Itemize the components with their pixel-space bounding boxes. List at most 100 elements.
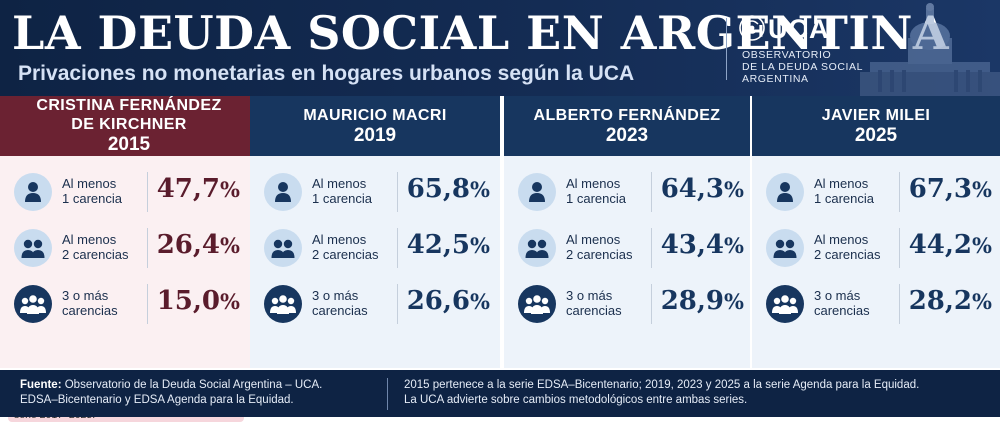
group-icon <box>14 285 52 323</box>
logo-sub-line: OBSERVATORIO <box>742 49 832 61</box>
page-subtitle: Privaciones no monetarias en hogares urb… <box>18 62 635 85</box>
metric-value: 44,2% <box>904 230 992 260</box>
value-number: 44,2 <box>908 230 973 260</box>
metric-row: Al menos 2 carencias 26,4% <box>0 220 258 276</box>
logo-sub-line: ARGENTINA <box>742 73 809 85</box>
column-year: 2019 <box>353 124 397 146</box>
row-divider <box>899 172 900 212</box>
column-header: JAVIER MILEI 2025 <box>752 96 1000 156</box>
metric-label-line: carencias <box>566 303 622 318</box>
metric-value: 65,8% <box>402 174 490 204</box>
metric-label: Al menos 2 carencias <box>814 232 894 262</box>
row-divider <box>147 228 148 268</box>
column-header: ALBERTO FERNÁNDEZ 2023 <box>504 96 750 156</box>
value-unit: % <box>470 177 490 202</box>
metric-row: Al menos 2 carencias 43,4% <box>504 220 750 276</box>
metric-value: 43,4% <box>656 230 744 260</box>
president-column: CRISTINA FERNÁNDEZ DE KIRCHNER 2015 Al meno… <box>0 96 258 422</box>
source-text: Observatorio de la Deuda Social Argentin… <box>64 379 323 391</box>
metric-value: 64,3% <box>656 174 744 204</box>
metric-value: 42,5% <box>402 230 490 260</box>
value-number: 28,9 <box>660 286 725 316</box>
metric-row: 3 o más carencias 28,2% <box>752 276 1000 332</box>
value-unit: % <box>724 289 744 314</box>
metric-label: Al menos 2 carencias <box>566 232 646 262</box>
source-label: Fuente: <box>20 379 62 391</box>
value-unit: % <box>470 289 490 314</box>
metric-label: Al menos 1 carencia <box>312 176 392 206</box>
footer-methodology-note: 2015 pertenece a la serie EDSA–Bicentena… <box>404 378 984 408</box>
metric-label: Al menos 2 carencias <box>62 232 142 262</box>
metric-value: 28,2% <box>904 286 992 316</box>
metric-value: 26,6% <box>402 286 490 316</box>
metric-label-line: 1 carencia <box>814 191 874 206</box>
congress-building-illustration <box>860 3 1000 96</box>
value-number: 26,4 <box>156 230 221 260</box>
column-year: 2023 <box>605 124 649 146</box>
single-person-icon <box>518 173 556 211</box>
row-divider <box>397 228 398 268</box>
metric-label-line: 3 o más <box>814 288 861 303</box>
row-divider <box>899 284 900 324</box>
value-number: 47,7 <box>156 174 221 204</box>
row-divider <box>651 284 652 324</box>
group-icon <box>264 285 302 323</box>
value-number: 43,4 <box>660 230 725 260</box>
metric-row: Al menos 1 carencia 67,3% <box>752 164 1000 220</box>
column-year: 2025 <box>854 124 898 146</box>
value-unit: % <box>724 177 744 202</box>
metric-value: 47,7% <box>152 174 240 204</box>
value-number: 65,8 <box>406 174 471 204</box>
logo-text: UCA <box>768 14 830 44</box>
value-unit: % <box>220 233 240 258</box>
row-divider <box>147 284 148 324</box>
metric-value: 15,0% <box>152 286 240 316</box>
footer-source: Fuente: Observatorio de la Deuda Social … <box>20 378 370 408</box>
row-divider <box>651 228 652 268</box>
president-column: MAURICIO MACRI 2019 Al menos 1 carencia 65,8… <box>250 96 500 368</box>
president-name: DE KIRCHNER <box>71 116 187 133</box>
column-header: CRISTINA FERNÁNDEZ DE KIRCHNER 2015 <box>0 96 258 156</box>
metric-label: 3 o más carencias <box>566 288 646 318</box>
metric-label: 3 o más carencias <box>814 288 894 318</box>
column-header: MAURICIO MACRI 2019 <box>250 96 500 156</box>
metric-row: 3 o más carencias 28,9% <box>504 276 750 332</box>
metric-value: 26,4% <box>152 230 240 260</box>
metric-label-line: 3 o más <box>566 288 613 303</box>
metric-label-line: Al menos <box>62 232 117 247</box>
metric-label-line: 2 carencias <box>62 247 129 262</box>
value-number: 42,5 <box>406 230 471 260</box>
two-people-icon <box>264 229 302 267</box>
single-person-icon <box>264 173 302 211</box>
two-people-icon <box>518 229 556 267</box>
metric-label-line: 3 o más <box>62 288 109 303</box>
two-people-icon <box>14 229 52 267</box>
metric-label: Al menos 2 carencias <box>312 232 392 262</box>
column-body: Al menos 1 carencia 67,3% Al menos 2 carenci… <box>752 156 1000 368</box>
value-unit: % <box>972 233 992 258</box>
metric-label-line: 3 o más <box>312 288 359 303</box>
metric-label: 3 o más carencias <box>62 288 142 318</box>
president-column: JAVIER MILEI 2025 Al menos 1 carencia 67,3% A… <box>752 96 1000 368</box>
column-body: Al menos 1 carencia 65,8% Al menos 2 carenci… <box>250 156 500 368</box>
value-number: 26,6 <box>406 286 471 316</box>
metric-label-line: Al menos <box>814 232 869 247</box>
metric-label-line: carencias <box>312 303 368 318</box>
metric-label-line: carencias <box>62 303 118 318</box>
metric-label: Al menos 1 carencia <box>62 176 142 206</box>
metric-value: 28,9% <box>656 286 744 316</box>
row-divider <box>899 228 900 268</box>
row-divider <box>147 172 148 212</box>
value-unit: % <box>972 177 992 202</box>
uca-logo: UCA OBSERVATORIO DE LA DEUDA SOCIAL ARGE… <box>738 12 868 92</box>
metric-label-line: Al menos <box>62 176 117 191</box>
value-unit: % <box>972 289 992 314</box>
metric-row: 3 o más carencias 15,0% <box>0 276 258 332</box>
column-body: Al menos 1 carencia 47,7% Al menos 2 carenci… <box>0 156 258 422</box>
metric-label-line: Al menos <box>814 176 869 191</box>
column-body: Al menos 1 carencia 64,3% Al menos 2 carenci… <box>504 156 750 368</box>
header-banner: LA DEUDA SOCIAL EN ARGENTINA Privaciones… <box>0 0 1000 96</box>
metric-label: Al menos 1 carencia <box>814 176 894 206</box>
value-unit: % <box>220 289 240 314</box>
metric-label-line: 2 carencias <box>814 247 881 262</box>
